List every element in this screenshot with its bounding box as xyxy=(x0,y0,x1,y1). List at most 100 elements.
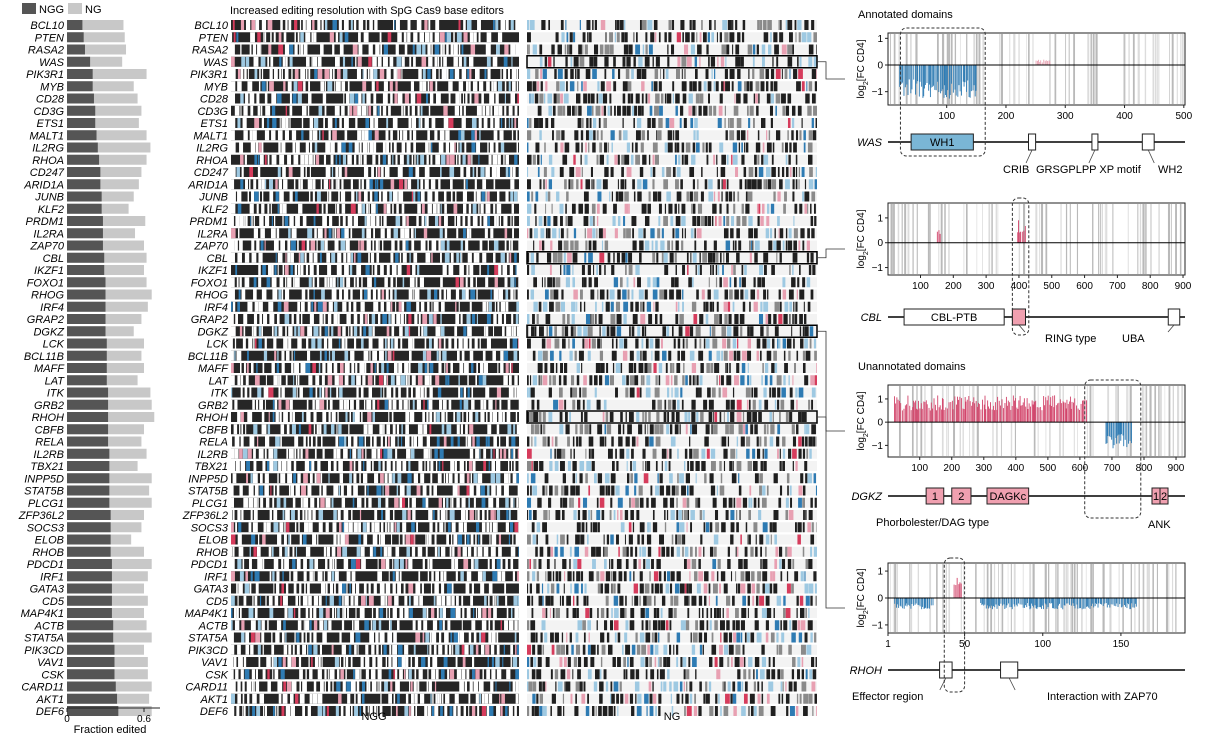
heatmap-cell xyxy=(308,93,312,104)
heatmap-cell xyxy=(419,81,423,92)
heatmap-cell xyxy=(287,657,292,667)
heatmap-cell xyxy=(760,301,763,312)
heatmap-cell xyxy=(708,56,710,67)
heatmap-cell xyxy=(251,669,256,680)
heatmap-cell xyxy=(279,412,282,422)
heatmap-cell xyxy=(710,56,716,67)
heatmap-cell xyxy=(479,240,483,251)
heatmap-cell xyxy=(476,436,480,447)
heatmap-cell xyxy=(257,644,261,655)
heatmap-cell xyxy=(433,595,436,606)
heatmap-cell xyxy=(251,326,254,337)
heatmap-cell xyxy=(341,620,345,631)
heatmap-cell xyxy=(642,179,648,190)
heatmap-cell xyxy=(452,485,458,496)
heatmap-cell xyxy=(259,69,261,79)
heatmap-cell xyxy=(613,81,617,92)
heatmap-cell xyxy=(365,644,369,655)
heatmap-cell xyxy=(583,191,589,202)
heatmap-row-bg xyxy=(527,228,817,239)
heatmap-cell xyxy=(332,44,335,55)
heatmap-cell xyxy=(485,167,490,177)
heatmap-cell xyxy=(380,265,384,275)
heatmap-cell xyxy=(787,118,791,128)
bar-gene-label: MAP4K1 xyxy=(21,608,64,620)
heatmap-cell xyxy=(495,399,497,410)
heatmap-cell xyxy=(313,252,318,263)
heatmap-cell xyxy=(694,375,697,386)
heatmap-cell xyxy=(368,681,371,692)
heatmap-cell xyxy=(736,436,739,447)
heatmap-cell xyxy=(483,118,488,128)
heatmap-cell xyxy=(325,583,328,594)
heatmap-cell xyxy=(254,375,260,386)
heatmap-cell xyxy=(799,203,803,214)
heatmap-cell xyxy=(612,69,615,79)
heatmap-cell xyxy=(309,252,313,263)
heatmap-cell xyxy=(434,289,438,300)
heatmap-cell xyxy=(329,69,333,79)
heatmap-cell xyxy=(338,167,342,177)
heatmap-cell xyxy=(763,461,767,471)
heatmap-cell xyxy=(653,301,655,312)
heatmap-cell xyxy=(458,44,461,55)
heatmap-cell xyxy=(414,289,420,300)
heatmap-cell xyxy=(648,191,651,202)
heatmap-cell xyxy=(355,608,357,618)
heatmap-cell xyxy=(478,375,483,386)
heatmap-cell xyxy=(638,424,643,435)
heatmap-cell xyxy=(666,424,670,435)
heatmap-cell xyxy=(681,56,687,67)
heatmap-cell xyxy=(304,583,306,594)
heatmap-cell xyxy=(243,130,248,141)
heatmap-cell xyxy=(630,546,633,557)
heatmap-cell xyxy=(464,681,468,692)
heatmap-cell xyxy=(395,81,398,92)
heatmap-cell xyxy=(724,69,728,79)
heatmap-cell xyxy=(416,216,419,226)
heatmap-cell xyxy=(763,289,767,300)
heatmap-cell xyxy=(811,387,816,398)
heatmap-cell xyxy=(667,240,671,251)
heatmap-cell xyxy=(504,93,506,104)
heatmap-cell xyxy=(441,301,445,312)
heatmap-cell xyxy=(496,632,499,643)
heatmap-cell xyxy=(578,436,582,447)
heatmap-cell xyxy=(366,399,372,410)
heatmap-cell xyxy=(801,436,805,447)
bar-gene-label: RASA2 xyxy=(28,45,64,57)
heatmap-cell xyxy=(343,252,347,263)
heatmap-cell xyxy=(380,387,382,398)
heatmap-row-bg xyxy=(231,81,519,92)
heatmap-cell xyxy=(285,706,291,716)
heatmap-cell xyxy=(650,32,655,43)
heatmap-cell xyxy=(285,326,287,337)
heatmap-cell xyxy=(257,154,260,165)
heatmap-cell xyxy=(397,583,401,594)
heatmap-cell xyxy=(632,522,635,533)
heatmap-cell xyxy=(504,620,509,631)
heatmap-cell xyxy=(568,338,570,349)
heatmap-cell xyxy=(505,20,509,30)
heatmap-cell xyxy=(245,56,250,67)
heatmap-cell xyxy=(307,326,313,337)
heatmap-cell xyxy=(438,363,442,373)
heatmap-cell xyxy=(718,387,721,398)
heatmap-cell xyxy=(461,350,465,361)
heatmap-cell xyxy=(796,81,801,92)
heatmap-cell xyxy=(264,154,267,165)
heatmap-cell xyxy=(652,179,655,190)
heatmap-cell xyxy=(788,375,790,386)
heatmap-cell xyxy=(487,265,490,275)
heatmap-cell xyxy=(353,301,357,312)
heatmap-cell xyxy=(572,399,576,410)
heatmap-cell xyxy=(516,387,519,398)
heatmap-cell xyxy=(615,191,619,202)
heatmap-cell xyxy=(468,203,472,214)
heatmap-cell xyxy=(638,289,644,300)
heatmap-cell xyxy=(635,497,639,508)
heatmap-gene-label: PIK3R1 xyxy=(190,69,228,81)
heatmap-cell xyxy=(401,142,406,153)
heatmap-cell xyxy=(585,314,591,324)
heatmap-cell xyxy=(536,314,539,324)
